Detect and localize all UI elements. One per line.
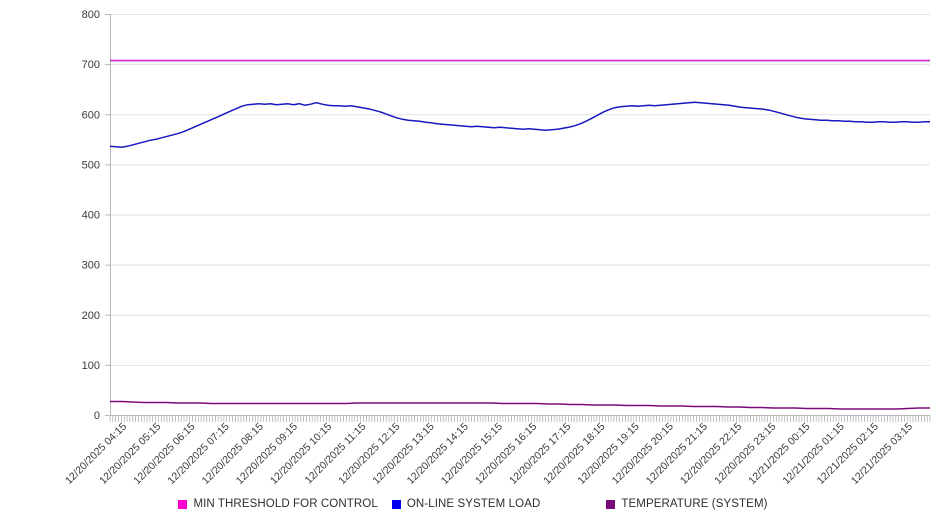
y-gridlines bbox=[110, 14, 930, 366]
y-tick-label: 200 bbox=[82, 310, 100, 322]
x-tick-label: 12/20/2025 21:15 bbox=[644, 421, 710, 487]
x-tick-label: 12/20/2025 17:15 bbox=[507, 421, 573, 487]
x-tick-label: 12/20/2025 12:15 bbox=[336, 421, 402, 487]
x-tick-label: 12/20/2025 19:15 bbox=[575, 421, 641, 487]
legend-label-min-threshold-for-control: MIN THRESHOLD FOR CONTROL bbox=[193, 498, 378, 510]
legend-item-on-line-system-load[interactable]: ON-LINE SYSTEM LOAD bbox=[391, 495, 541, 513]
x-tick-label: 12/21/2025 03:15 bbox=[849, 421, 915, 487]
x-tick-label: 12/20/2025 06:15 bbox=[131, 421, 197, 487]
legend-label-on-line-system-load: ON-LINE SYSTEM LOAD bbox=[406, 498, 541, 510]
series-line-on-line-system-load bbox=[109, 101, 930, 149]
x-axis-minor-ticks bbox=[109, 416, 931, 422]
legend-item-temperature-system[interactable]: TEMPERATURE (SYSTEM) bbox=[606, 495, 767, 513]
x-tick-label: 12/21/2025 00:15 bbox=[746, 421, 812, 487]
y-tick-label: 0 bbox=[94, 410, 100, 422]
y-tick-label: 600 bbox=[82, 109, 100, 121]
series-line-temperature-system bbox=[110, 400, 930, 410]
x-tick-label: 12/20/2025 20:15 bbox=[610, 421, 676, 487]
y-axis-tick-marks bbox=[105, 14, 110, 416]
y-tick-label: 700 bbox=[82, 59, 100, 71]
chart-plot-area: 0 100 200 300 400 500 600 700 800 12/20/2025 04:… bbox=[63, 9, 931, 487]
y-tick-label: 400 bbox=[82, 210, 100, 222]
chart-legend: MIN THRESHOLD FOR CONTROL ON-LINE SYSTEM… bbox=[0, 493, 946, 515]
y-tick-label: 100 bbox=[82, 360, 100, 372]
x-tick-label: 12/20/2025 11:15 bbox=[303, 421, 369, 487]
x-tick-label: 12/20/2025 07:15 bbox=[165, 421, 231, 487]
y-axis-tick-labels: 0 100 200 300 400 500 600 700 800 bbox=[82, 9, 100, 422]
x-tick-label: 12/20/2025 16:15 bbox=[473, 421, 539, 487]
x-tick-label: 12/20/2025 18:15 bbox=[541, 421, 607, 487]
legend-spacer bbox=[378, 504, 392, 505]
legend-label-temperature-system: TEMPERATURE (SYSTEM) bbox=[621, 498, 768, 510]
x-tick-label: 12/20/2025 15:15 bbox=[439, 421, 505, 487]
x-tick-label: 12/20/2025 05:15 bbox=[97, 421, 163, 487]
legend-spacer bbox=[540, 504, 606, 505]
x-tick-label: 12/20/2025 10:15 bbox=[268, 421, 334, 487]
y-tick-label: 500 bbox=[82, 159, 100, 171]
legend-swatch-on-line-system-load bbox=[391, 499, 401, 509]
x-tick-label: 12/20/2025 14:15 bbox=[405, 421, 471, 487]
x-tick-label: 12/20/2025 13:15 bbox=[370, 421, 436, 487]
legend-item-min-threshold-for-control[interactable]: MIN THRESHOLD FOR CONTROL bbox=[178, 495, 378, 513]
x-tick-label: 12/20/2025 08:15 bbox=[200, 421, 266, 487]
legend-swatch-temperature-system bbox=[606, 499, 616, 509]
x-tick-label: 12/21/2025 01:15 bbox=[780, 421, 846, 487]
x-tick-label: 12/20/2025 22:15 bbox=[678, 421, 744, 487]
y-tick-label: 800 bbox=[82, 9, 100, 21]
x-tick-label: 12/20/2025 23:15 bbox=[712, 421, 778, 487]
x-tick-label: 12/20/2025 04:15 bbox=[63, 421, 129, 487]
x-tick-label: 12/21/2025 02:15 bbox=[815, 421, 881, 487]
x-tick-label: 12/20/2025 09:15 bbox=[234, 421, 300, 487]
legend-swatch-min-threshold-for-control bbox=[178, 499, 188, 509]
y-tick-label: 300 bbox=[82, 260, 100, 272]
